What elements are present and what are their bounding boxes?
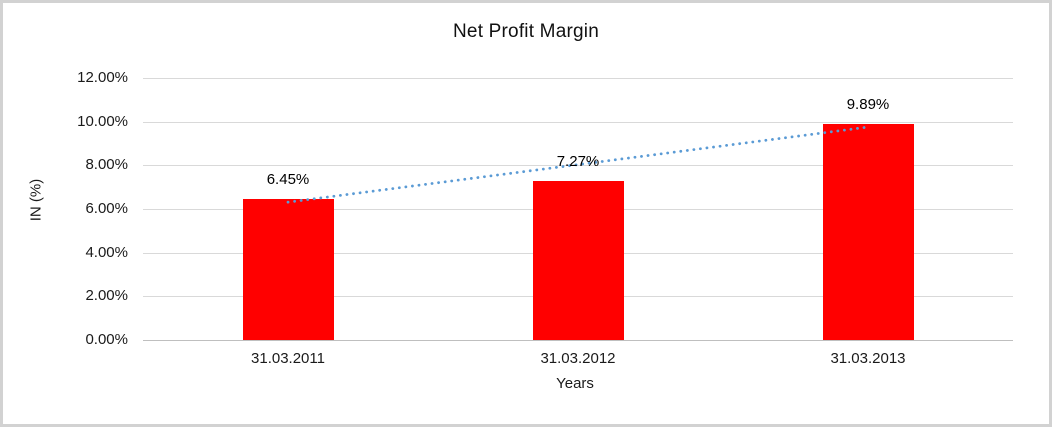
y-tick-label: 2.00% xyxy=(85,287,128,305)
gridline xyxy=(143,121,1013,123)
data-label: 9.89% xyxy=(846,96,890,114)
data-label: 7.27% xyxy=(556,153,600,171)
bar-31.03.2011 xyxy=(242,199,334,340)
chart-title: Net Profit Margin xyxy=(453,21,599,42)
y-tick-label: 6.00% xyxy=(85,200,128,217)
data-label: 6.45% xyxy=(266,171,310,189)
x-tick-label: 31.03.2012 xyxy=(540,350,616,367)
y-tick-label: 4.00% xyxy=(85,243,128,261)
y-tick-label: 10.00% xyxy=(77,112,128,130)
bar-31.03.2012 xyxy=(532,181,624,340)
bar-31.03.2013 xyxy=(822,124,914,340)
y-tick-label: 0.00% xyxy=(85,331,128,348)
x-tick-label: 31.03.2011 xyxy=(251,350,325,367)
x-axis-line xyxy=(143,340,1013,341)
x-tick-label: 31.03.2013 xyxy=(830,350,906,367)
gridline xyxy=(143,78,1013,79)
y-tick-label: 8.00% xyxy=(85,156,128,174)
y-tick-label: 12.00% xyxy=(77,69,128,86)
x-axis-title: Years xyxy=(556,375,594,392)
